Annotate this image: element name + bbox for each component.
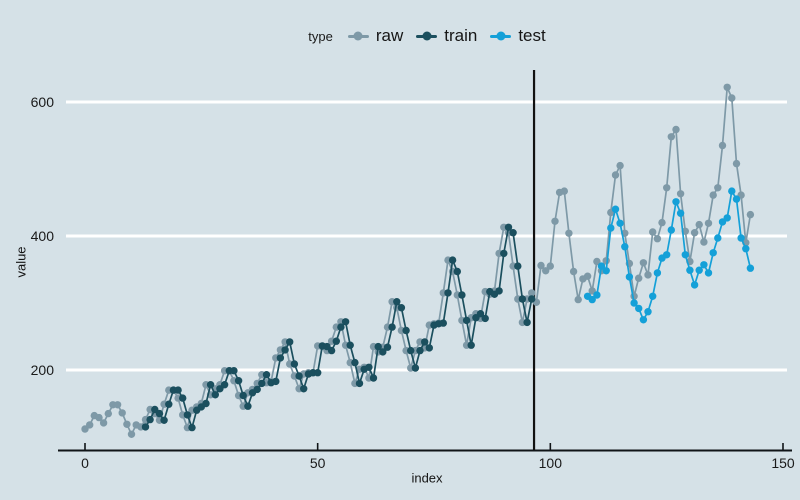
legend-label-train: train [444, 26, 478, 45]
legend-item-train: train [416, 26, 477, 46]
chart-legend: type raw train test [27, 26, 800, 46]
svg-text:150: 150 [771, 455, 795, 471]
legend-title: type [308, 28, 333, 44]
y-axis-title: value [13, 246, 29, 278]
raw-series-marker-icon [347, 31, 369, 41]
svg-text:50: 50 [310, 455, 326, 471]
svg-text:400: 400 [31, 228, 55, 244]
train-series-marker-icon [416, 31, 438, 41]
legend-label-test: test [518, 26, 546, 45]
svg-text:100: 100 [539, 455, 563, 471]
svg-text:600: 600 [31, 94, 55, 110]
x-axis-title: index [411, 470, 443, 486]
legend-label-raw: raw [375, 26, 404, 45]
legend-item-raw: raw [347, 26, 404, 46]
legend-item-test: test [490, 26, 546, 46]
svg-text:0: 0 [81, 455, 89, 471]
svg-text:200: 200 [31, 362, 55, 378]
test-series-marker-icon [490, 31, 512, 41]
